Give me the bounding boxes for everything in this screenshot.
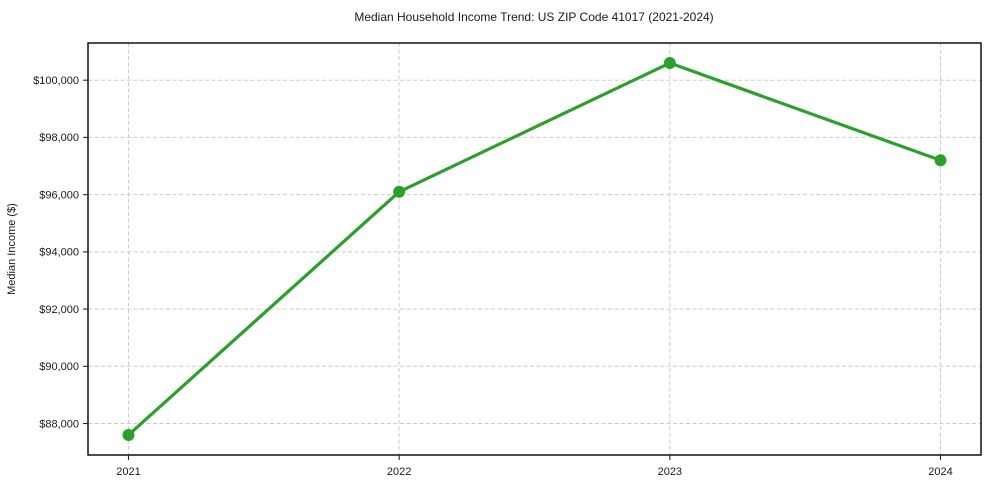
series-layer: [122, 57, 947, 441]
data-point-2022: [393, 185, 406, 198]
data-point-2023: [663, 57, 676, 70]
y-tick-label: $94,000: [39, 247, 79, 259]
x-tick-label: 2022: [387, 466, 411, 478]
grid-layer: [88, 43, 981, 455]
data-point-2021: [122, 428, 135, 441]
tick-labels-layer: $88,000 $90,000 $92,000 $94,000 $96,000 $98,0…: [33, 75, 953, 478]
y-axis-label: Median Income ($): [6, 203, 18, 295]
y-tick-label: $88,000: [39, 418, 79, 430]
x-tick-label: 2023: [658, 466, 682, 478]
y-tick-label: $100,000: [33, 75, 79, 87]
plot-border: [87, 42, 982, 456]
income-trend-line: [126, 61, 943, 437]
y-tick-label: $96,000: [39, 189, 79, 201]
axes-layer: [87, 42, 982, 456]
data-point-2024: [934, 154, 947, 167]
chart-title: Median Household Income Trend: US ZIP Co…: [354, 10, 713, 24]
x-tick-label: 2024: [928, 466, 952, 478]
x-tick-label: 2021: [116, 466, 140, 478]
y-tick-label: $92,000: [39, 304, 79, 316]
ticks-layer: [83, 79, 942, 460]
y-tick-label: $90,000: [39, 361, 79, 373]
y-tick-label: $98,000: [39, 132, 79, 144]
